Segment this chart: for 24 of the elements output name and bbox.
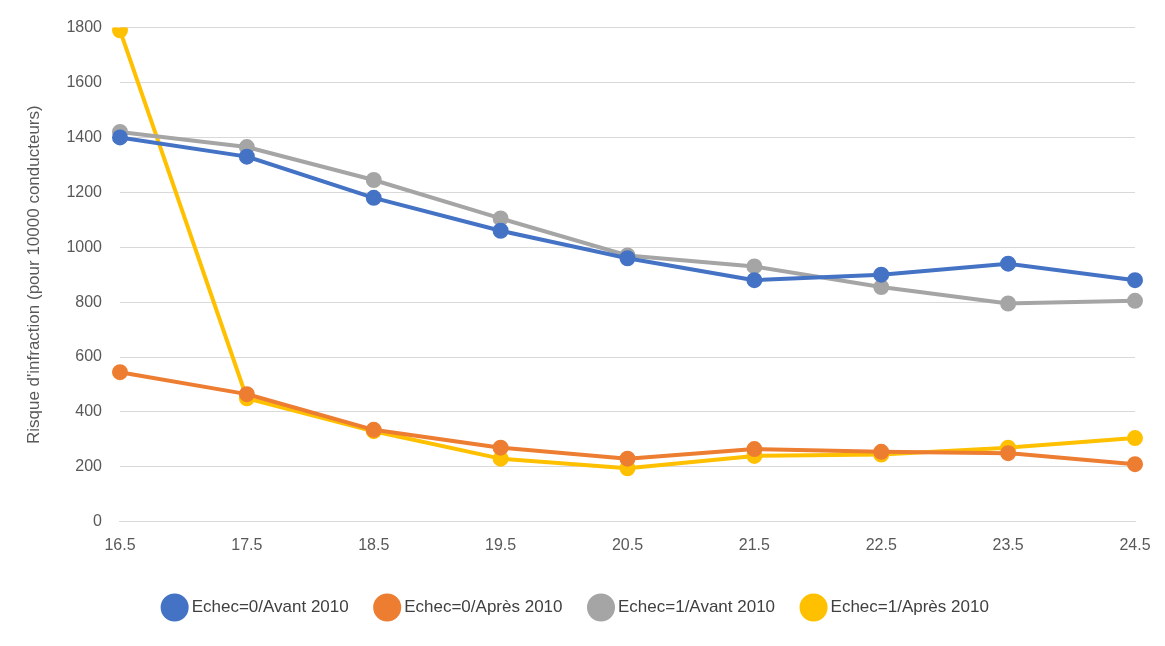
- y-tick-label: 600: [75, 347, 103, 365]
- y-tick-label: 0: [93, 512, 103, 530]
- legend-label: Echec=0/Après 2010: [404, 597, 563, 617]
- x-tick-label: 19.5: [485, 535, 517, 553]
- y-axis-title: Risque d'infraction (pour 10000 conducteurs): [23, 105, 43, 445]
- x-tick-label: 21.5: [738, 535, 771, 553]
- x-tick-label: 23.5: [992, 535, 1024, 553]
- y-tick-label: 1200: [66, 182, 103, 200]
- x-tick-label: 24.5: [1119, 535, 1151, 553]
- x-tick-label: 22.5: [865, 535, 897, 553]
- y-tick-label: 400: [75, 402, 103, 420]
- legend-label: Echec=1/Après 2010: [830, 597, 989, 617]
- y-tick-label: 1800: [66, 18, 103, 36]
- y-tick-label: 200: [75, 457, 103, 475]
- y-tick-label: 1400: [66, 127, 103, 145]
- x-tick-label: 16.5: [104, 535, 136, 553]
- x-tick-label: 18.5: [358, 535, 390, 553]
- x-tick-label: 17.5: [231, 535, 263, 553]
- legend-label: Echec=1/Avant 2010: [618, 597, 776, 617]
- y-tick-label: 800: [75, 292, 103, 310]
- legend-label: Echec=0/Avant 2010: [191, 597, 349, 617]
- y-tick-label: 1600: [66, 72, 103, 90]
- x-tick-label: 20.5: [611, 535, 644, 553]
- y-tick-label: 1000: [66, 237, 103, 255]
